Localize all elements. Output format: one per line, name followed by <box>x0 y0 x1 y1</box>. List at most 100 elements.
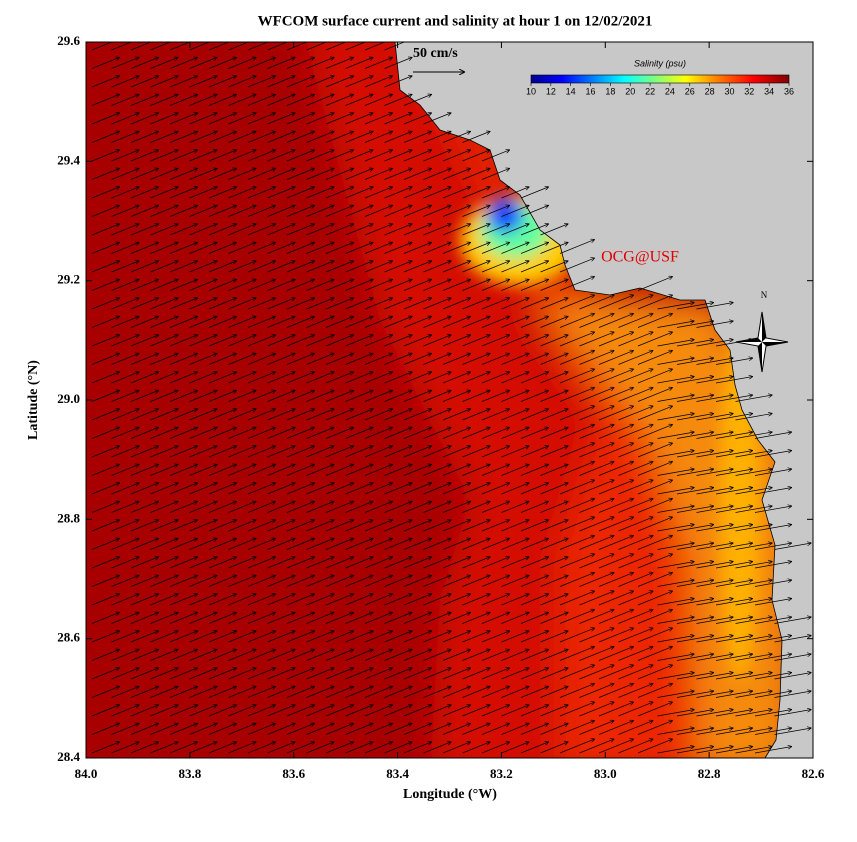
current-vector <box>306 279 335 291</box>
current-vector <box>618 387 654 402</box>
current-vector <box>91 390 120 402</box>
current-vector <box>228 446 257 458</box>
current-vector <box>208 742 237 754</box>
current-vector <box>481 575 510 587</box>
current-vector <box>286 705 315 717</box>
current-vector <box>403 353 432 365</box>
scale-label: 50 cm/s <box>413 46 458 61</box>
current-vector <box>111 150 140 162</box>
current-vector <box>208 409 237 421</box>
current-vector <box>657 617 695 624</box>
current-vector <box>189 298 218 310</box>
current-vector <box>559 332 595 347</box>
current-vector <box>267 279 296 291</box>
current-vector <box>111 631 140 643</box>
current-vector <box>520 205 549 217</box>
current-vector <box>130 316 159 328</box>
y-tick-label: 29.0 <box>57 391 80 406</box>
current-vector <box>754 432 792 439</box>
current-vector <box>774 691 812 698</box>
current-vector <box>228 631 257 643</box>
current-vector <box>423 187 452 199</box>
current-vector <box>559 628 595 643</box>
current-vector <box>598 295 634 310</box>
current-vector <box>598 628 634 643</box>
current-vector <box>189 501 218 513</box>
current-vector <box>150 150 179 162</box>
current-vector <box>403 131 432 143</box>
current-vector <box>208 705 237 717</box>
current-vector <box>325 446 354 458</box>
current-vector <box>286 575 315 587</box>
current-vector <box>735 543 773 550</box>
current-vector <box>501 372 530 384</box>
current-vector <box>169 205 198 217</box>
current-vector <box>150 723 179 735</box>
current-vector <box>384 723 413 735</box>
current-vector <box>247 409 276 421</box>
current-vector <box>208 168 237 180</box>
current-vector <box>364 686 393 698</box>
current-vector <box>247 76 276 88</box>
current-vector <box>520 520 549 532</box>
current-vector <box>189 686 218 698</box>
current-vector <box>247 464 276 476</box>
current-vector <box>345 446 374 458</box>
current-vector <box>637 295 673 310</box>
current-vector <box>423 316 452 328</box>
current-vector <box>345 372 374 384</box>
current-vector <box>208 631 237 643</box>
current-vector <box>676 709 714 717</box>
current-vector <box>657 709 695 717</box>
current-vector <box>364 538 393 550</box>
current-vector <box>130 668 159 680</box>
current-vector <box>442 427 471 439</box>
current-vector <box>345 612 374 624</box>
current-vector <box>189 205 218 217</box>
current-vector <box>696 376 734 384</box>
current-vector <box>208 131 237 143</box>
current-vector <box>598 646 634 661</box>
current-vector <box>247 42 276 51</box>
current-vector <box>247 557 276 569</box>
current-vector <box>462 205 491 217</box>
current-vector <box>384 612 413 624</box>
current-vector <box>306 57 335 69</box>
current-vector <box>481 427 510 439</box>
current-vector <box>267 42 296 51</box>
current-vector <box>423 594 452 606</box>
current-vector <box>208 335 237 347</box>
current-vector <box>130 409 159 421</box>
current-vector <box>228 649 257 661</box>
current-vector <box>520 723 549 735</box>
current-vector <box>286 538 315 550</box>
current-vector <box>130 631 159 643</box>
current-vector <box>267 649 296 661</box>
current-vector <box>91 57 120 69</box>
current-vector <box>462 224 491 236</box>
current-vector <box>559 702 595 717</box>
current-vector <box>715 709 753 717</box>
current-vector <box>130 557 159 569</box>
current-vector <box>150 631 179 643</box>
current-vector <box>189 42 218 51</box>
current-vector <box>540 316 569 328</box>
current-vector <box>559 387 595 402</box>
current-vector <box>228 520 257 532</box>
current-vector <box>384 168 413 180</box>
current-vector <box>228 279 257 291</box>
current-vector <box>111 575 140 587</box>
current-vector <box>481 686 510 698</box>
current-vector <box>150 409 179 421</box>
current-vector <box>481 446 510 458</box>
current-vector <box>169 686 198 698</box>
current-vector <box>520 446 549 458</box>
current-vector <box>754 709 792 717</box>
current-vector <box>306 538 335 550</box>
current-vector <box>286 316 315 328</box>
current-vector <box>637 554 673 569</box>
current-vector <box>208 224 237 236</box>
current-vector <box>286 464 315 476</box>
current-vector <box>579 683 615 698</box>
